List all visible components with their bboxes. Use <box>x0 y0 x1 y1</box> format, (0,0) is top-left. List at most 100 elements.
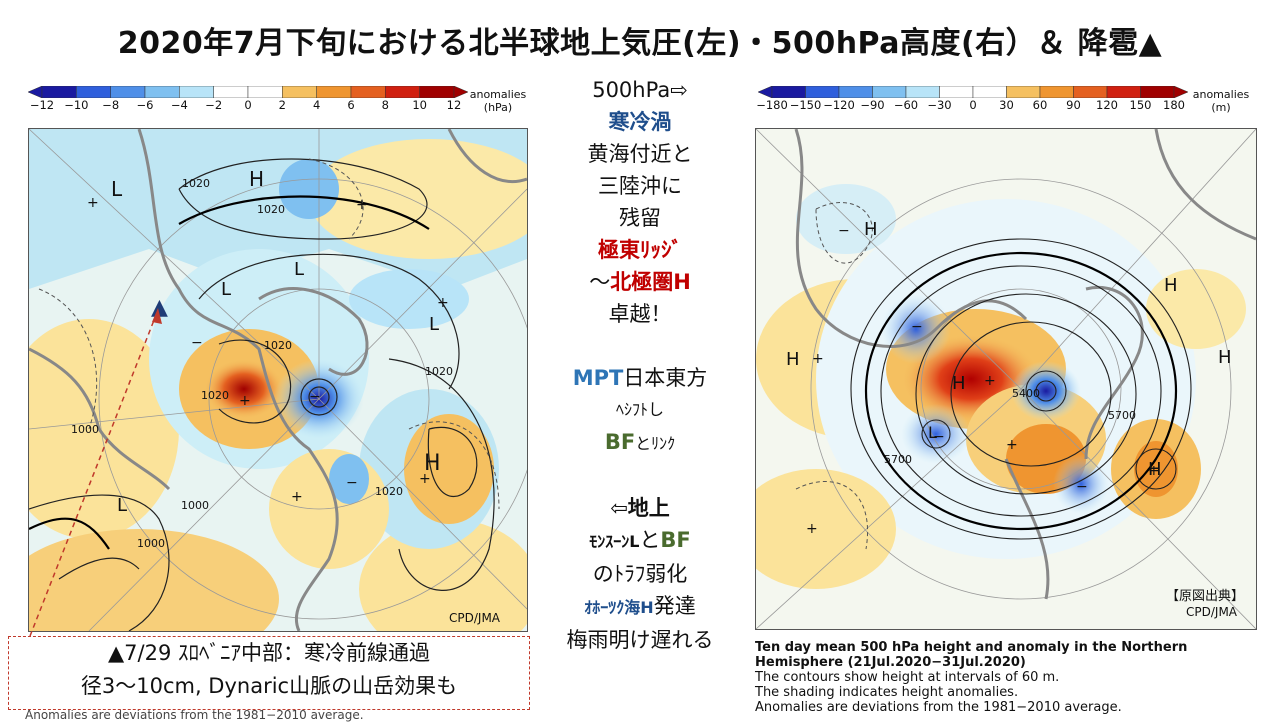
caption-title-2: Hemisphere (21Jul.2020−31Jul.2020) <box>755 655 1026 670</box>
left-colorbar: −12 −10 −8 −6 −4 −2 0 2 4 6 8 10 12 anomalies (hPa) <box>28 86 526 114</box>
svg-text:+: + <box>419 471 431 487</box>
right-colorbar-ticks: −180 −150 −120 −90 −60 −30 0 30 60 90 120 150 180 <box>756 98 1188 112</box>
commentary-line-4: 三陸沖に <box>598 174 682 198</box>
monsoon-low: ﾓﾝｽｰﾝL <box>589 532 640 551</box>
left-map-credit: CPD/JMA <box>449 611 500 625</box>
colorbar-tick-label: 0 <box>969 98 977 112</box>
spacer <box>535 330 745 362</box>
colorbar-tick-label: 12 <box>446 98 462 112</box>
colorbar-tick-label: 180 <box>1163 98 1185 112</box>
svg-text:−: − <box>933 429 945 445</box>
svg-text:−: − <box>911 319 923 335</box>
svg-text:+: + <box>812 351 824 367</box>
commentary-line-12: ⇦地上 <box>535 492 745 524</box>
colorbar-tick-label: −12 <box>29 98 55 112</box>
label-low-l3: L <box>221 279 232 300</box>
commentary-line-9: MPT日本東方 <box>535 362 745 394</box>
svg-text:−: − <box>191 335 203 351</box>
contour-1000-b: 1000 <box>181 499 209 512</box>
left-footer: Anomalies are deviations from the 1981−2… <box>25 708 364 722</box>
right-500hpa-height-map: + + + + + − − − − H H H H H H L 5400 5700 5700… <box>755 128 1257 630</box>
bf-text: とﾘﾝｸ <box>635 434 676 453</box>
contour-1020-f: 1020 <box>375 485 403 498</box>
contour-5700-b: 5700 <box>884 453 912 466</box>
label-low-l1: L <box>111 177 123 201</box>
caption-line-3: Anomalies are deviations from the 1981−2… <box>755 700 1122 715</box>
contour-1020-e: 1020 <box>425 365 453 378</box>
colorbar-tick-label: 60 <box>1032 98 1048 112</box>
label-high-h1: H <box>864 219 878 240</box>
svg-text:+: + <box>437 295 449 311</box>
label-high-h2: H <box>1164 275 1178 296</box>
label-high-h3: H <box>786 349 800 370</box>
unit-label: anomalies <box>469 88 527 101</box>
colorbar-segment <box>838 86 873 98</box>
left-arrow: ⇦ <box>610 496 628 520</box>
label-high-h2: H <box>424 451 441 476</box>
tilde: ～ <box>589 270 611 294</box>
colorbar-tick-label: −30 <box>927 98 952 112</box>
commentary-line-8: 卓越！ <box>608 302 672 326</box>
svg-text:+: + <box>984 373 996 389</box>
hail-marker: ▲ <box>151 295 168 320</box>
colorbar-arrow-right <box>453 86 468 98</box>
right-colorbar: −180 −150 −120 −90 −60 −30 0 30 60 90 120 150 180 an… <box>756 86 1249 114</box>
label-high-h5: H <box>952 373 966 394</box>
colorbar-arrow-right <box>1173 86 1188 98</box>
colorbar-tick-label: −8 <box>102 98 120 112</box>
contour-1000-a: 1000 <box>71 423 99 436</box>
note-line-2: 径3～10cm, Dynaric山脈の山岳効果も <box>80 674 458 698</box>
right-map-graphic: + + + + + − − − − <box>756 129 1256 629</box>
arctic-high: 北極圏H <box>610 270 691 294</box>
colorbar-tick-label: 8 <box>381 98 389 112</box>
colorbar-segment <box>805 86 840 98</box>
commentary-line-6: 極東ﾘｯｼﾞ <box>598 238 682 262</box>
svg-text:+: + <box>239 393 251 409</box>
colorbar-segment <box>1106 86 1141 98</box>
label-low-l1: L <box>928 423 937 442</box>
contour-1020-a: 1020 <box>182 177 210 190</box>
surface-label: 地上 <box>627 496 670 520</box>
colorbar-segment <box>939 86 974 98</box>
unit-value: (hPa) <box>483 101 513 114</box>
svg-text:+: + <box>806 521 818 537</box>
colorbar-tick-label: 150 <box>1129 98 1152 112</box>
svg-text:−: − <box>309 389 321 405</box>
svg-text:+: + <box>356 197 368 213</box>
svg-text:+: + <box>1148 463 1160 479</box>
and-text: と <box>639 528 661 552</box>
left-map-graphic: + + + + + + − − − <box>29 129 527 631</box>
svg-text:+: + <box>87 195 99 211</box>
spacer <box>535 460 745 492</box>
unit-value: (m) <box>1211 101 1231 114</box>
colorbar-tick-label: −120 <box>823 98 855 112</box>
left-surface-pressure-map: + + + + + + − − − H L L L L L H 1020 1020 1020… <box>28 128 528 632</box>
commentary-line-7: ～北極圏H <box>535 266 745 298</box>
commentary-line-5: 残留 <box>619 206 661 230</box>
caption-line-2: The shading indicates height anomalies. <box>755 685 1019 700</box>
right-colorbar-bar <box>758 86 1188 98</box>
left-colorbar-bar <box>28 86 468 98</box>
label-low-l5: L <box>117 495 128 516</box>
colorbar-tick-label: −6 <box>136 98 154 112</box>
colorbar-arrow-left <box>758 86 773 98</box>
contour-5400: 5400 <box>1012 387 1040 400</box>
colorbar-tick-label: −10 <box>64 98 89 112</box>
caption-title-1: Ten day mean 500 hPa height and anomaly … <box>755 640 1188 655</box>
label-low-l4: L <box>429 314 440 335</box>
svg-text:+: + <box>291 489 303 505</box>
label-high-h4: H <box>1218 347 1232 368</box>
colorbar-segment <box>972 86 1007 98</box>
colorbar-tick-label: 2 <box>278 98 286 112</box>
right-map-caption: Ten day mean 500 hPa height and anomaly … <box>755 640 1275 715</box>
colorbar-segment <box>905 86 940 98</box>
source-label: 【原図出典】 <box>1166 589 1245 604</box>
colorbar-segment <box>1006 86 1041 98</box>
mpt-text: 日本東方 <box>623 366 708 390</box>
colorbar-tick-label: 120 <box>1096 98 1118 112</box>
contour-1020-c: 1020 <box>264 339 292 352</box>
left-colorbar-ticks: −12 −10 −8 −6 −4 −2 0 2 4 6 8 10 12 <box>28 98 468 112</box>
right-map-credit: CPD/JMA <box>1186 605 1237 619</box>
colorbar-tick-label: −4 <box>170 98 188 112</box>
